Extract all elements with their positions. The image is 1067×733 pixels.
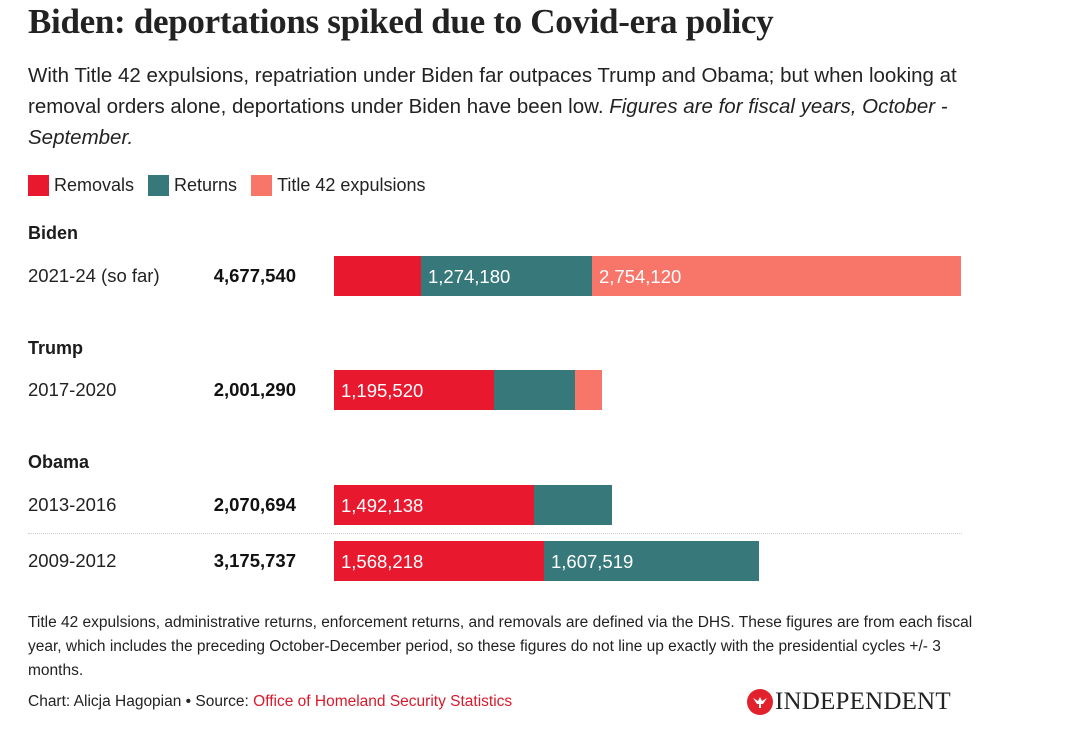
subtitle-italic-note: Figures are for fiscal years, October - … [28, 95, 948, 149]
chart-subtitle: With Title 42 expulsions, repatriation u… [28, 60, 988, 153]
legend-label-removals: Removals [54, 175, 135, 195]
row-total-biden-2021-24: 4,677,540 [213, 265, 296, 286]
legend-swatch-removals [28, 175, 49, 196]
bar-segment-returns: 1,274,180 [421, 256, 592, 296]
bar-segment-title42 [575, 370, 602, 410]
legend-item-returns: Returns [148, 175, 237, 196]
bar-obama-2013-2016: 1,492,138 [334, 485, 612, 525]
legend-item-title42: Title 42 expulsions [251, 175, 425, 196]
subtitle-text: With Title 42 expulsions, repatriation u… [28, 64, 957, 118]
legend: Removals Returns Title 42 expulsions [28, 175, 439, 196]
bar-segment-removals [334, 256, 421, 296]
credit-text: Chart: Alicja Hagopian • Source: [28, 693, 254, 710]
bar-segment-removals: 1,492,138 [334, 485, 534, 525]
row-label-biden-2021-24: 2021-24 (so far) [28, 265, 160, 286]
group-title-trump: Trump [28, 338, 84, 358]
bar-value-label: 1,568,218 [341, 551, 424, 572]
bar-value-label: 2,754,120 [599, 266, 682, 287]
legend-swatch-title42 [251, 175, 273, 196]
row-total-obama-2013-2016: 2,070,694 [213, 494, 296, 515]
eagle-glyph [753, 697, 767, 708]
row-divider [28, 533, 962, 534]
legend-label-returns: Returns [174, 175, 238, 195]
bar-value-label: 1,274,180 [428, 266, 511, 287]
row-total-obama-2009-2012: 3,175,737 [213, 550, 296, 571]
bar-value-label: 1,492,138 [341, 495, 424, 516]
logo-wordmark: INDEPENDENT [775, 688, 951, 715]
legend-item-removals: Removals [28, 175, 134, 196]
bar-segment-title42: 2,754,120 [592, 256, 961, 296]
independent-logo: INDEPENDENT [747, 688, 951, 716]
row-total-trump-2017-2020: 2,001,290 [213, 379, 296, 400]
legend-swatch-returns [148, 175, 170, 196]
eagle-icon [747, 689, 773, 715]
row-label-obama-2013-2016: 2013-2016 [28, 494, 117, 515]
source-link[interactable]: Office of Homeland Security Statistics [253, 693, 513, 710]
group-title-obama: Obama [28, 452, 90, 472]
bar-segment-removals: 1,568,218 [334, 541, 544, 581]
bar-segment-returns [534, 485, 612, 525]
legend-label-title42: Title 42 expulsions [277, 175, 426, 195]
footnote: Title 42 expulsions, administrative retu… [28, 614, 973, 679]
bar-biden-2021-24: 1,274,180 2,754,120 [334, 256, 961, 296]
bar-obama-2009-2012: 1,568,218 1,607,519 [334, 541, 759, 581]
bar-trump-2017-2020: 1,195,520 [334, 370, 602, 410]
row-label-trump-2017-2020: 2017-2020 [28, 379, 117, 400]
bar-segment-returns [494, 370, 575, 410]
chart-title: Biden: deportations spiked due to Covid-… [28, 2, 774, 41]
bar-segment-removals: 1,195,520 [334, 370, 494, 410]
credit-line: Chart: Alicja Hagopian • Source: Office … [28, 693, 512, 711]
row-label-obama-2009-2012: 2009-2012 [28, 550, 117, 571]
bar-value-label: 1,195,520 [341, 380, 424, 401]
bar-value-label: 1,607,519 [551, 551, 634, 572]
group-title-biden: Biden [28, 223, 79, 243]
bar-segment-returns: 1,607,519 [544, 541, 759, 581]
